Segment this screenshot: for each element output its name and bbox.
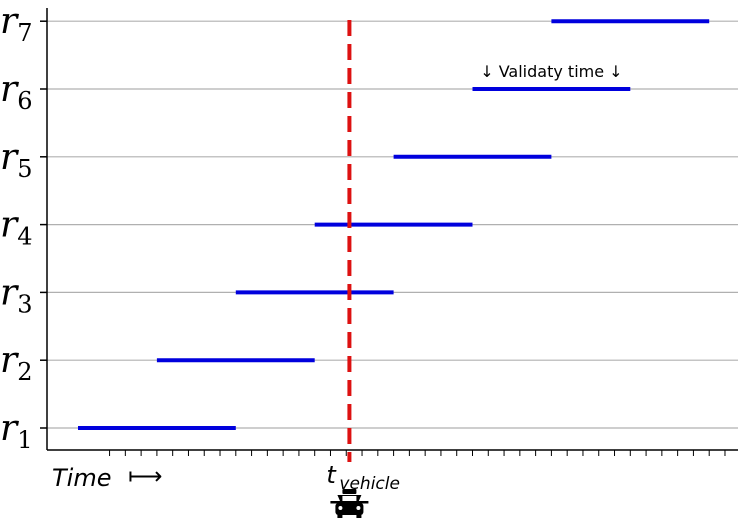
row-label-7: r7 — [0, 1, 33, 47]
row-label-subscript-1: 1 — [17, 426, 32, 454]
row-label-5: r5 — [0, 137, 33, 183]
row-label-subscript-4: 4 — [17, 223, 32, 251]
vehicle-time-label: t vehicle — [326, 461, 400, 494]
x-axis-label-text: Time — [52, 464, 111, 492]
row-label-1: r1 — [0, 408, 33, 454]
vehicle-time-label-text: t — [326, 461, 337, 489]
x-axis-label: Time ⟼ — [52, 462, 162, 492]
x-axis — [46, 8, 738, 456]
validity-time-annotation: ↓ Validaty time ↓ — [480, 62, 622, 81]
row-label-subscript-2: 2 — [17, 358, 32, 386]
validity-bars — [78, 19, 710, 430]
row-label-subscript-7: 7 — [17, 19, 32, 47]
row-label-6: r6 — [0, 69, 33, 115]
x-axis-label-arrow: ⟼ — [128, 462, 162, 490]
row-label-3: r3 — [0, 272, 33, 318]
row-label-4: r4 — [0, 205, 33, 251]
row-label-subscript-5: 5 — [17, 155, 32, 183]
taxi-icon — [330, 489, 369, 518]
row-label-subscript-6: 6 — [17, 87, 32, 115]
row-label-2: r2 — [0, 340, 33, 386]
row-label-subscript-3: 3 — [17, 290, 32, 318]
row-labels: r1 r2 r3 r4 r5 r6 r7 — [0, 1, 33, 454]
